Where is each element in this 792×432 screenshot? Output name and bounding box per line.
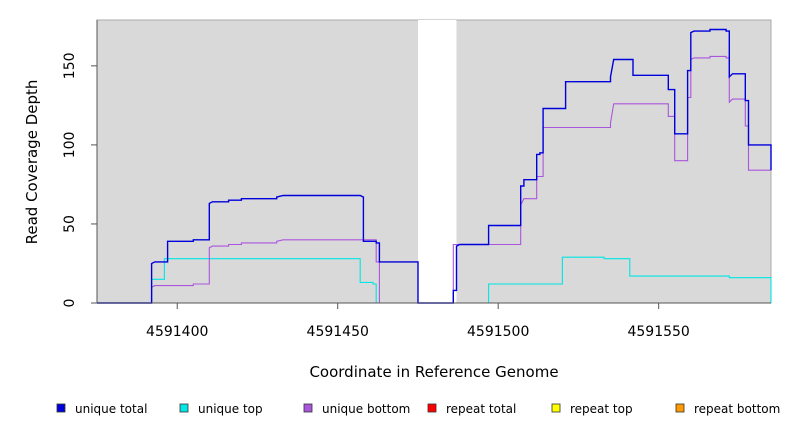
legend-label: unique total: [75, 402, 147, 416]
legend-item: unique total: [56, 402, 147, 416]
legend-swatch: [675, 403, 685, 413]
legend-item: unique bottom: [303, 402, 410, 416]
legend-swatch: [303, 403, 313, 413]
legend-item: repeat top: [551, 402, 633, 416]
legend-item: unique top: [179, 402, 263, 416]
x-axis-ticks: 4591400 4591450 4591500 4591550: [146, 303, 690, 340]
legend-label: repeat bottom: [694, 402, 780, 416]
legend-swatch: [427, 403, 437, 413]
y-tick-label: 50: [62, 215, 78, 233]
x-tick-label: 4591550: [627, 324, 689, 340]
gap-region: [417, 20, 457, 303]
legend-label: repeat total: [446, 402, 516, 416]
y-tick-label: 150: [62, 52, 78, 79]
x-tick-label: 4591450: [307, 324, 369, 340]
legend-swatch: [56, 403, 66, 413]
legend-item: repeat total: [427, 402, 516, 416]
legend-item: repeat bottom: [675, 402, 780, 416]
legend-swatch: [551, 403, 561, 413]
y-axis-ticks: 0 50 100 150: [62, 52, 97, 307]
legend-label: unique top: [198, 402, 263, 416]
legend: unique total unique top unique bottom repea…: [56, 402, 780, 416]
legend-label: unique bottom: [322, 402, 410, 416]
y-tick-label: 100: [62, 132, 78, 159]
series-line-unique-total: [97, 28, 772, 304]
x-tick-label: 4591500: [467, 324, 529, 340]
y-tick-label: 0: [62, 299, 78, 308]
x-tick-label: 4591400: [146, 324, 208, 340]
legend-swatch: [179, 403, 189, 413]
legend-label: repeat top: [570, 402, 633, 416]
x-axis-title: Coordinate in Reference Genome: [309, 363, 558, 381]
y-axis-title: Read Coverage Depth: [23, 80, 41, 245]
